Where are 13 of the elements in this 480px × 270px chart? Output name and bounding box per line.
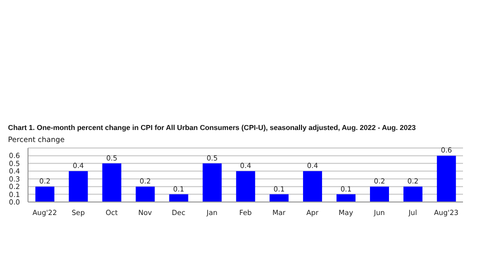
bar <box>436 156 456 202</box>
bar <box>68 171 88 202</box>
bar <box>169 194 188 202</box>
bar <box>202 163 222 202</box>
bar <box>270 194 289 202</box>
bar <box>403 186 422 202</box>
bar <box>336 194 356 202</box>
bar <box>303 171 322 202</box>
bar <box>35 186 54 202</box>
bar <box>370 186 389 202</box>
bar <box>136 186 155 202</box>
bar <box>102 163 122 202</box>
bar <box>236 171 256 202</box>
